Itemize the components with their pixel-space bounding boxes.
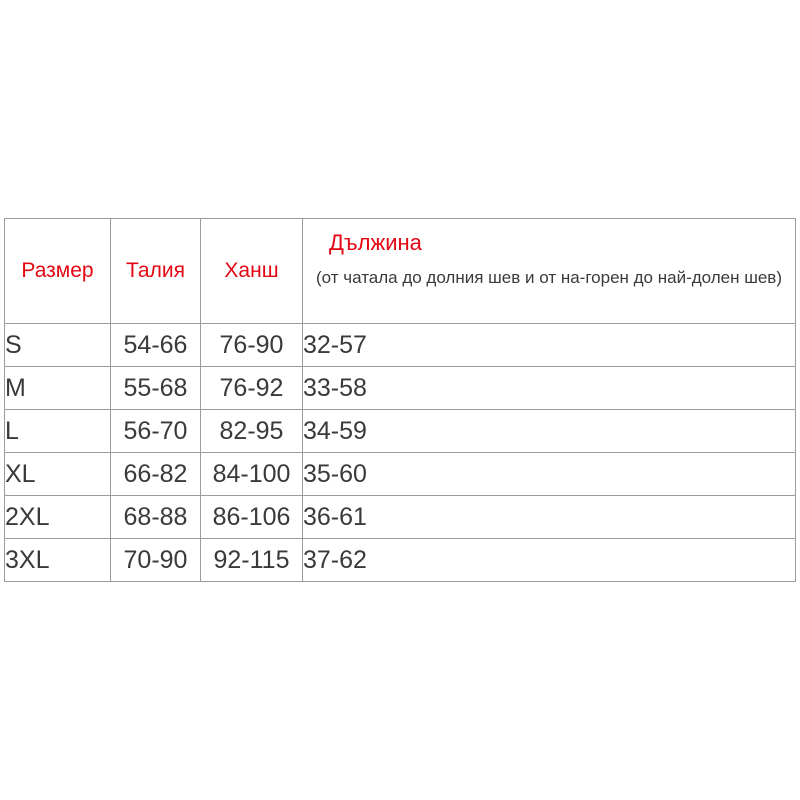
column-header-size: Размер xyxy=(4,218,111,324)
waist-cell: 68-88 xyxy=(110,495,201,539)
length-cell: 33-58 xyxy=(302,366,796,410)
table-row-2xl: 2XL 68-88 86-106 36-61 xyxy=(4,495,796,539)
length-cell: 35-60 xyxy=(302,452,796,496)
size-cell: 3XL xyxy=(4,538,111,582)
hips-cell: 76-90 xyxy=(200,323,303,367)
size-chart-table: Размер Талия Ханш Дължина (от чатала до … xyxy=(4,218,796,582)
table-row-m: M 55-68 76-92 33-58 xyxy=(4,366,796,410)
waist-cell: 55-68 xyxy=(110,366,201,410)
table-row-xl: XL 66-82 84-100 35-60 xyxy=(4,452,796,496)
length-cell: 34-59 xyxy=(302,409,796,453)
hips-cell: 82-95 xyxy=(200,409,303,453)
length-header-subtitle: (от чатала до долния шев и от на-горен д… xyxy=(316,268,782,287)
length-cell: 37-62 xyxy=(302,538,796,582)
length-cell: 36-61 xyxy=(302,495,796,539)
size-cell: 2XL xyxy=(4,495,111,539)
size-cell: XL xyxy=(4,452,111,496)
column-header-waist: Талия xyxy=(110,218,201,324)
column-header-length: Дължина (от чатала до долния шев и от на… xyxy=(302,218,796,324)
size-cell: M xyxy=(4,366,111,410)
waist-cell: 66-82 xyxy=(110,452,201,496)
size-cell: S xyxy=(4,323,111,367)
table-row-3xl: 3XL 70-90 92-115 37-62 xyxy=(4,538,796,582)
column-header-hips: Ханш xyxy=(200,218,303,324)
length-header-title: Дължина xyxy=(329,230,422,255)
waist-cell: 56-70 xyxy=(110,409,201,453)
header-row: Размер Талия Ханш Дължина (от чатала до … xyxy=(4,218,796,324)
waist-cell: 70-90 xyxy=(110,538,201,582)
hips-cell: 84-100 xyxy=(200,452,303,496)
length-cell: 32-57 xyxy=(302,323,796,367)
table-row-s: S 54-66 76-90 32-57 xyxy=(4,323,796,367)
size-cell: L xyxy=(4,409,111,453)
hips-cell: 86-106 xyxy=(200,495,303,539)
waist-cell: 54-66 xyxy=(110,323,201,367)
hips-cell: 76-92 xyxy=(200,366,303,410)
table-row-l: L 56-70 82-95 34-59 xyxy=(4,409,796,453)
hips-cell: 92-115 xyxy=(200,538,303,582)
